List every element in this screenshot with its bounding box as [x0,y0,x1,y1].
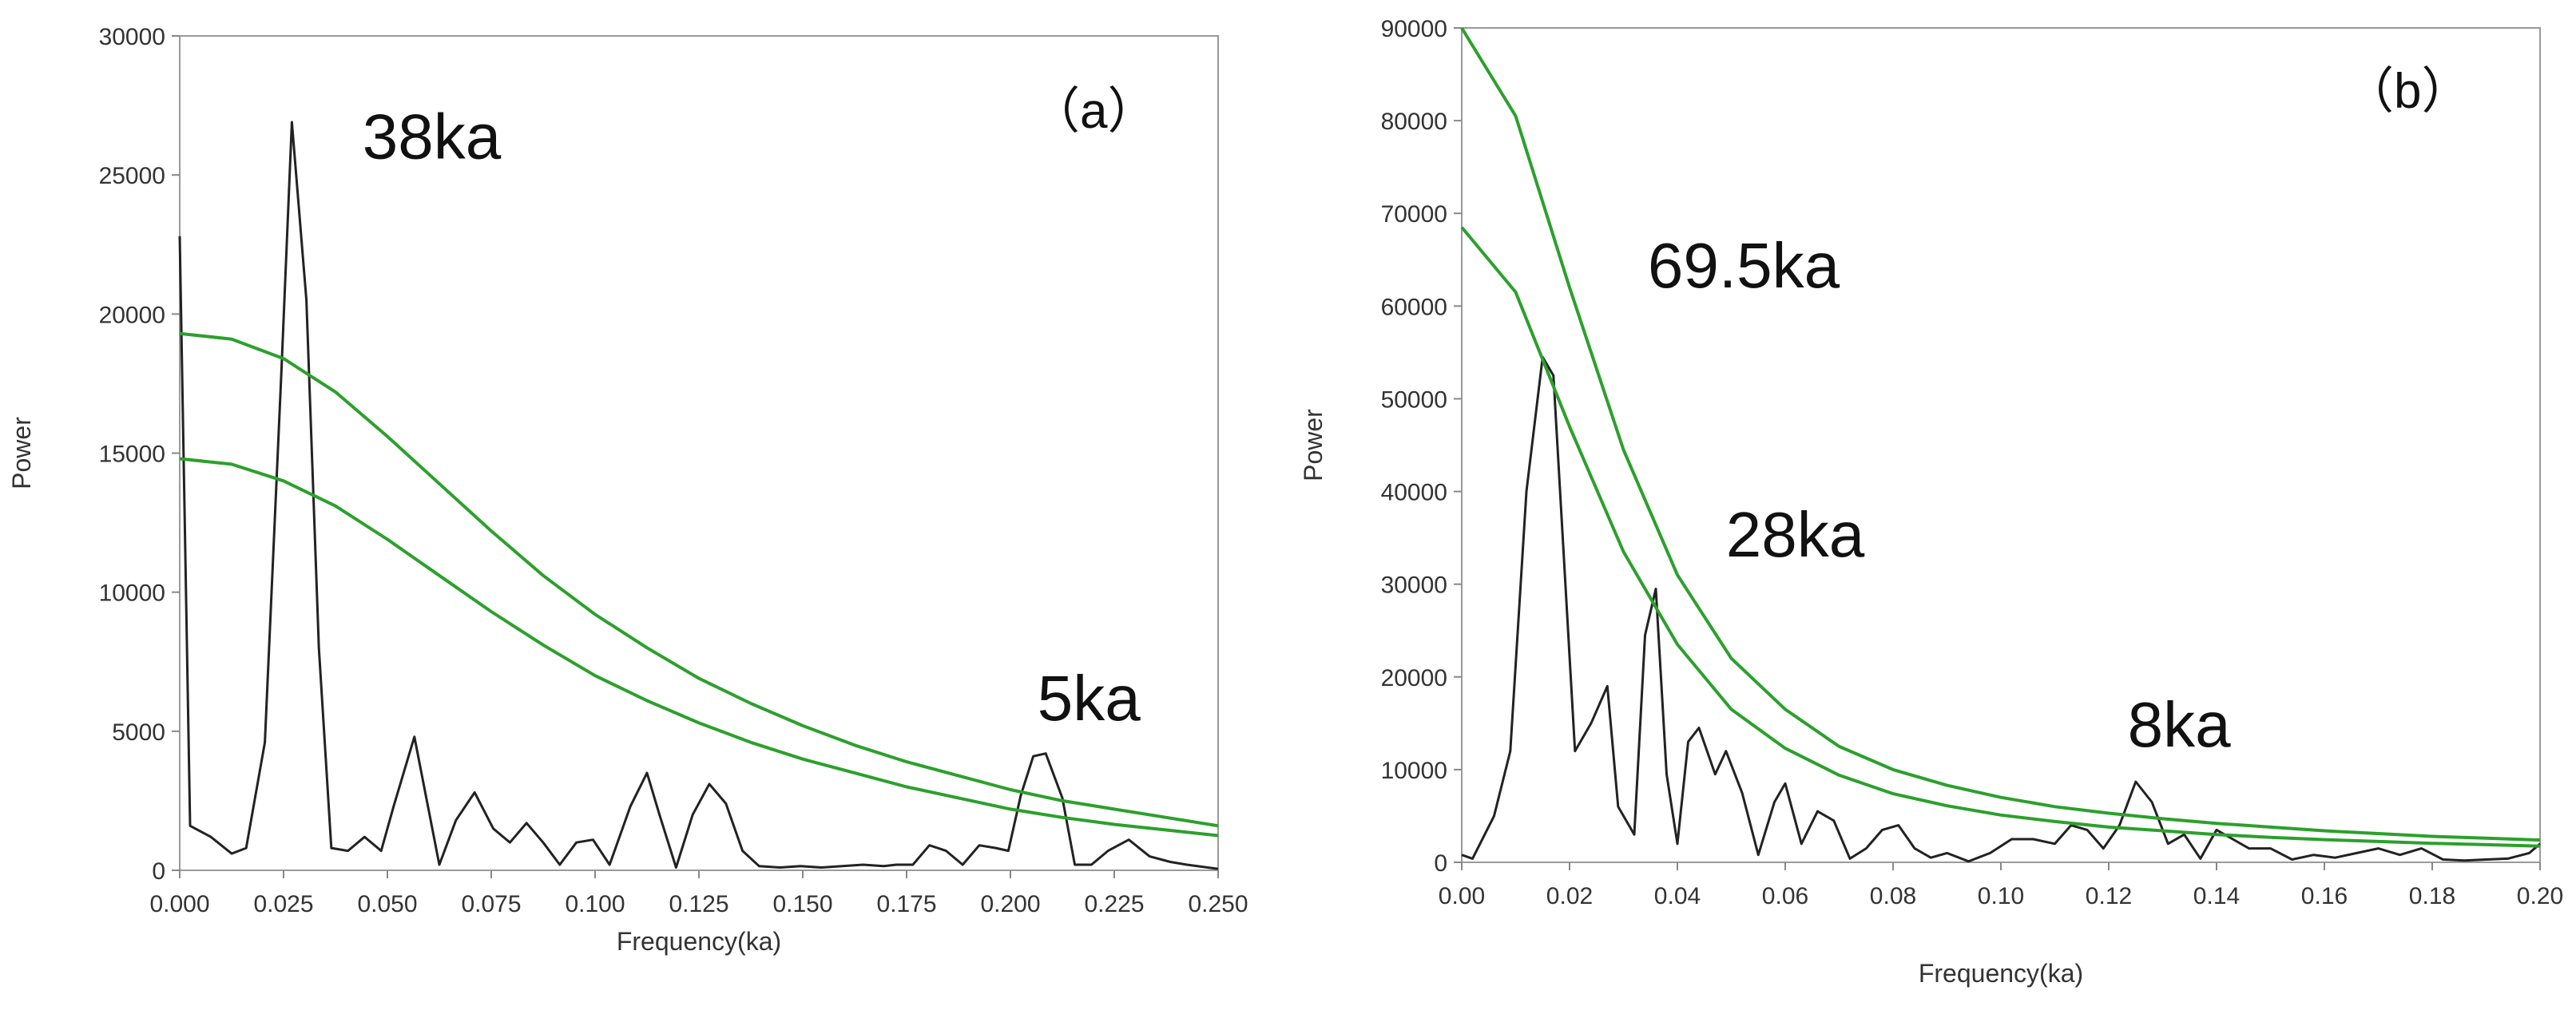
peak-annotation: 28ka [1726,499,1865,570]
x-tick-label: 0.075 [461,891,521,917]
x-tick-label: 0.025 [253,891,313,917]
y-axis-label: Power [1299,409,1328,481]
peak-annotation: 8ka [2128,689,2231,760]
y-tick-label: 10000 [99,580,165,607]
x-tick-label: 0.12 [2086,883,2132,909]
x-tick-label: 0.04 [1654,883,1701,909]
y-tick-label: 0 [1434,850,1447,877]
y-tick-label: 30000 [1381,572,1447,599]
chart-panel-b: 0.00 0.02 0.04 0.06 0.08 0.10 0.12 0.14 0.16 0.18… [1299,16,2563,988]
y-tick-label: 30000 [99,24,165,50]
x-tick-label: 0.08 [1870,883,1916,909]
x-tick-label: 0.000 [149,891,209,917]
x-tick-label: 0.00 [1439,883,1485,909]
y-tick-label: 50000 [1381,386,1447,413]
x-tick-label: 0.02 [1546,883,1593,909]
x-tick-label: 0.10 [1978,883,2024,909]
x-axis-label: Frequency(ka) [1919,959,2083,988]
x-tick-label: 0.20 [2517,883,2563,909]
x-axis-label: Frequency(ka) [617,927,781,956]
x-tick-label: 0.050 [357,891,417,917]
y-tick-label: 0 [152,858,165,885]
y-tick-label: 90000 [1381,16,1447,42]
y-tick-label: 5000 [112,719,165,746]
x-tick-label: 0.200 [980,891,1040,917]
y-tick-label: 70000 [1381,201,1447,228]
y-tick-label: 25000 [99,163,165,189]
y-axis-label: Power [7,417,36,489]
panel-label: （a） [1030,84,1157,139]
y-tick-label: 40000 [1381,480,1447,506]
peak-annotation: 69.5ka [1648,230,1840,301]
x-tick-label: 0.16 [2301,883,2348,909]
plot-frame [179,35,1219,871]
y-tick-label: 60000 [1381,294,1447,320]
peak-annotation: 5ka [1038,663,1141,734]
x-tick-label: 0.14 [2193,883,2240,909]
panel-label: （b） [2344,64,2471,119]
peak-annotation: 38ka [363,101,502,172]
x-tick-label: 0.100 [565,891,625,917]
confidence-upper-curve [1460,26,2541,842]
x-tick-label: 0.175 [876,891,936,917]
x-tick-label: 0.18 [2409,883,2455,909]
x-tick-label: 0.225 [1084,891,1144,917]
x-tick-label: 0.250 [1188,891,1248,917]
x-tick-label: 0.06 [1762,883,1808,909]
spectrum-line [1461,355,2541,863]
y-tick-label: 10000 [1381,758,1447,784]
x-tick-label: 0.125 [669,891,728,917]
y-tick-label: 80000 [1381,109,1447,135]
y-tick-label: 20000 [1381,665,1447,691]
confidence-upper-curve [179,331,1219,828]
y-tick-label: 15000 [99,442,165,468]
spectrum-line [178,121,1219,870]
y-tick-label: 20000 [99,302,165,328]
x-tick-label: 0.150 [772,891,832,917]
chart-panel-a: 0.000 0.025 0.050 0.075 0.100 0.125 0.150 0.175… [7,24,1248,956]
confidence-lower-curve [179,457,1219,838]
confidence-lower-curve [1460,226,2541,848]
